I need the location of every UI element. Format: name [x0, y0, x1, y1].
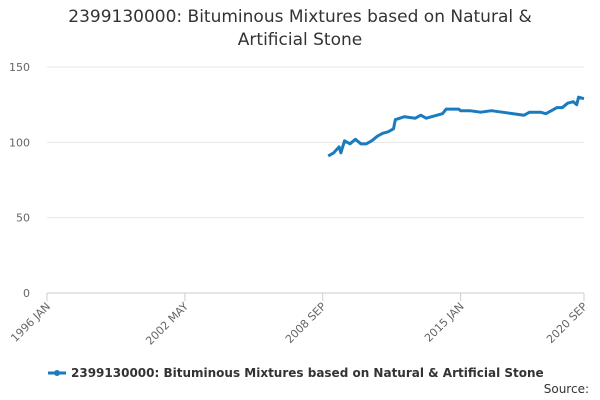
x-tick-label: 2008 SEP — [283, 300, 329, 346]
chart-title: Artificial Stone — [238, 30, 362, 50]
legend-swatch — [54, 370, 60, 376]
x-tick-label: 1996 JAN — [8, 300, 53, 345]
y-tick-label: 150 — [9, 61, 30, 74]
line — [327, 95, 585, 158]
x-tick-label: 2015 JAN — [422, 300, 467, 345]
source: Source: — [544, 382, 589, 396]
y-tick-label: 50 — [16, 212, 30, 225]
x-tick-label: 2002 MAY — [143, 300, 191, 348]
x-tick-label: 2020 SEP — [544, 300, 590, 346]
legend-label: 2399130000: Bituminous Mixtures based on… — [71, 366, 544, 380]
chart-title: 2399130000: Bituminous Mixtures based on… — [68, 7, 532, 27]
y-tick-label: 0 — [23, 287, 30, 300]
y-tick-label: 100 — [9, 136, 30, 149]
